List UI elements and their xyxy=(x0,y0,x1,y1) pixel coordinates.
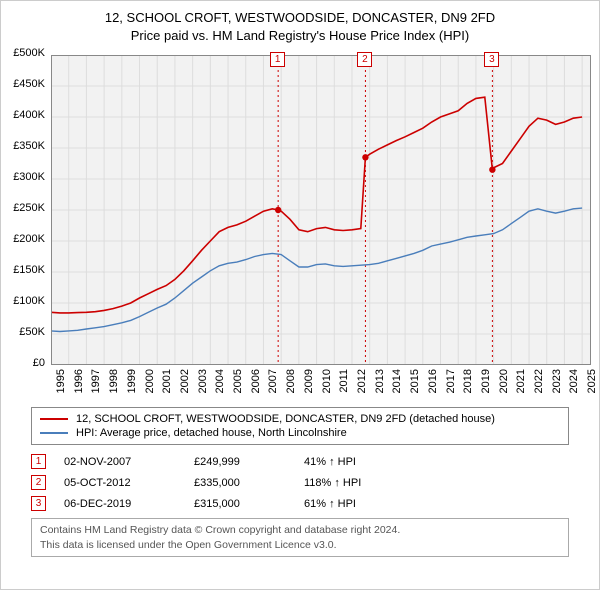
x-tick-label: 2008 xyxy=(285,369,297,393)
y-tick-label: £150K xyxy=(13,264,45,276)
x-tick-label: 2001 xyxy=(161,369,173,393)
x-tick-label: 2021 xyxy=(515,369,527,393)
x-tick-label: 1995 xyxy=(55,369,67,393)
legend-row: HPI: Average price, detached house, Nort… xyxy=(40,426,560,440)
x-tick-label: 2010 xyxy=(321,369,333,393)
x-tick-label: 2016 xyxy=(427,369,439,393)
y-tick-label: £450K xyxy=(13,78,45,90)
legend-swatch xyxy=(40,432,68,434)
sales-row: 3 06-DEC-2019£315,00061% ↑ HPI xyxy=(31,493,569,514)
sales-row: 1 02-NOV-2007£249,99941% ↑ HPI xyxy=(31,451,569,472)
sales-marker: 2 xyxy=(31,475,46,490)
sales-date: 06-DEC-2019 xyxy=(64,498,194,510)
chart-svg xyxy=(51,55,591,365)
y-tick-label: £100K xyxy=(13,295,45,307)
sale-marker-2: 2 xyxy=(357,52,372,67)
sales-table: 1 02-NOV-2007£249,99941% ↑ HPI 2 05-OCT-201… xyxy=(31,451,569,514)
x-tick-label: 2009 xyxy=(303,369,315,393)
footer-line2: This data is licensed under the Open Gov… xyxy=(40,538,560,552)
sales-price: £249,999 xyxy=(194,456,304,468)
x-tick-label: 2013 xyxy=(374,369,386,393)
x-tick-label: 2020 xyxy=(498,369,510,393)
legend-label: 12, SCHOOL CROFT, WESTWOODSIDE, DONCASTE… xyxy=(76,413,495,425)
x-tick-label: 2011 xyxy=(338,369,350,393)
title-subtitle: Price paid vs. HM Land Registry's House … xyxy=(11,27,589,45)
sales-row: 2 05-OCT-2012£335,000118% ↑ HPI xyxy=(31,472,569,493)
x-tick-label: 2025 xyxy=(586,369,598,393)
x-tick-label: 2002 xyxy=(179,369,191,393)
legend-label: HPI: Average price, detached house, Nort… xyxy=(76,427,347,439)
x-tick-label: 2003 xyxy=(197,369,209,393)
x-tick-label: 2014 xyxy=(391,369,403,393)
title-block: 12, SCHOOL CROFT, WESTWOODSIDE, DONCASTE… xyxy=(1,1,599,49)
x-tick-label: 2017 xyxy=(445,369,457,393)
x-tick-label: 2023 xyxy=(551,369,563,393)
legend: 12, SCHOOL CROFT, WESTWOODSIDE, DONCASTE… xyxy=(31,407,569,445)
sales-price: £335,000 xyxy=(194,477,304,489)
sales-pct: 118% ↑ HPI xyxy=(304,477,414,489)
y-tick-label: £50K xyxy=(19,326,45,338)
sales-pct: 41% ↑ HPI xyxy=(304,456,414,468)
y-axis-labels: £0£50K£100K£150K£200K£250K£300K£350K£400… xyxy=(1,53,49,363)
chart-area: 1 2 3 xyxy=(51,55,589,365)
x-tick-label: 2012 xyxy=(356,369,368,393)
y-tick-label: £350K xyxy=(13,140,45,152)
x-axis-labels: 1995 1996 1997 1998 1999 2000 2001 2002 2003 2004… xyxy=(51,365,599,403)
x-tick-label: 2007 xyxy=(267,369,279,393)
x-tick-label: 1998 xyxy=(108,369,120,393)
chart-container: 12, SCHOOL CROFT, WESTWOODSIDE, DONCASTE… xyxy=(0,0,600,590)
legend-swatch xyxy=(40,418,68,420)
x-tick-label: 2024 xyxy=(568,369,580,393)
sales-pct: 61% ↑ HPI xyxy=(304,498,414,510)
sales-marker: 1 xyxy=(31,454,46,469)
x-tick-label: 2005 xyxy=(232,369,244,393)
x-tick-label: 2019 xyxy=(480,369,492,393)
sale-marker-1: 1 xyxy=(270,52,285,67)
x-tick-label: 2022 xyxy=(533,369,545,393)
footer: Contains HM Land Registry data © Crown c… xyxy=(31,518,569,556)
legend-row: 12, SCHOOL CROFT, WESTWOODSIDE, DONCASTE… xyxy=(40,412,560,426)
title-address: 12, SCHOOL CROFT, WESTWOODSIDE, DONCASTE… xyxy=(11,9,589,27)
y-tick-label: £250K xyxy=(13,202,45,214)
y-tick-label: £200K xyxy=(13,233,45,245)
y-tick-label: £400K xyxy=(13,109,45,121)
x-tick-label: 1996 xyxy=(73,369,85,393)
x-tick-label: 2000 xyxy=(144,369,156,393)
x-tick-label: 2004 xyxy=(214,369,226,393)
y-tick-label: £300K xyxy=(13,171,45,183)
sales-marker: 3 xyxy=(31,496,46,511)
x-tick-label: 2006 xyxy=(250,369,262,393)
sales-date: 02-NOV-2007 xyxy=(64,456,194,468)
y-tick-label: £500K xyxy=(13,47,45,59)
x-tick-label: 1999 xyxy=(126,369,138,393)
x-tick-label: 1997 xyxy=(90,369,102,393)
y-tick-label: £0 xyxy=(33,357,45,369)
sales-price: £315,000 xyxy=(194,498,304,510)
footer-line1: Contains HM Land Registry data © Crown c… xyxy=(40,523,560,537)
sales-date: 05-OCT-2012 xyxy=(64,477,194,489)
x-tick-label: 2018 xyxy=(462,369,474,393)
x-tick-label: 2015 xyxy=(409,369,421,393)
sale-marker-3: 3 xyxy=(484,52,499,67)
